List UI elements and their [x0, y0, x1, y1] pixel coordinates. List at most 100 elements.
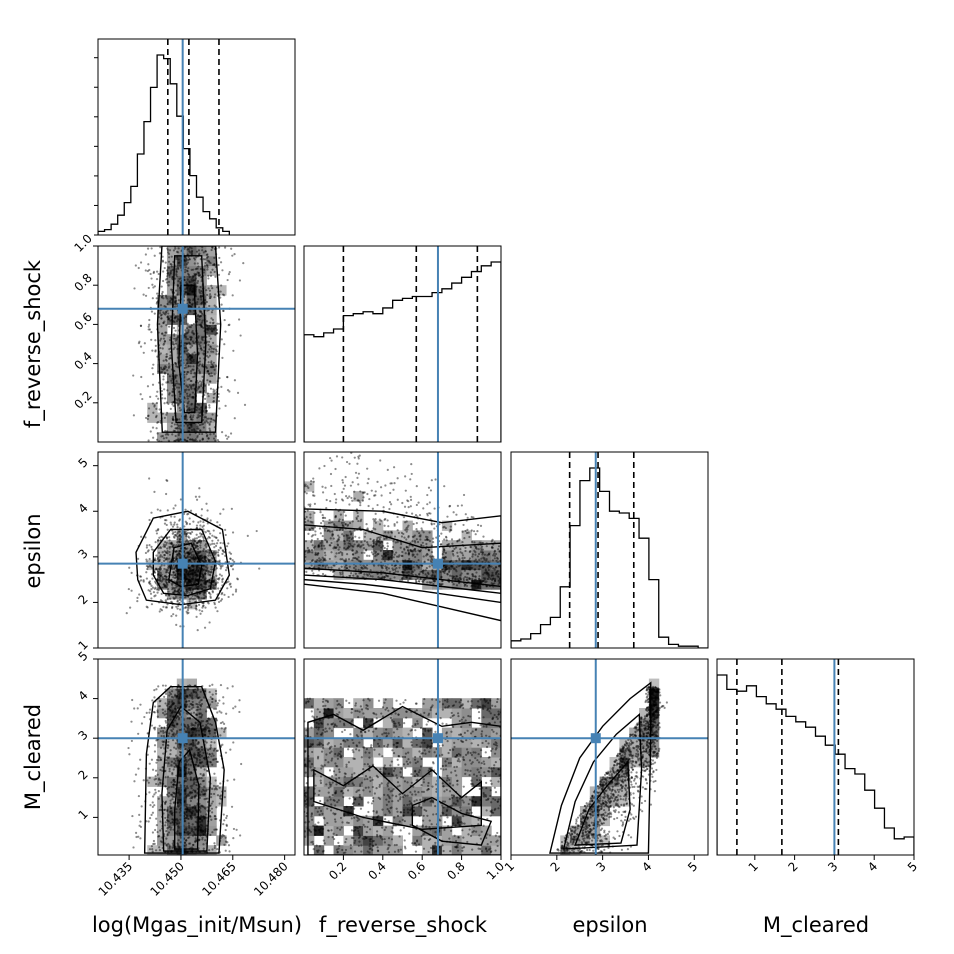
sample-point [187, 540, 190, 544]
sample-point [155, 588, 159, 591]
sample-point [342, 525, 345, 528]
sample-point [179, 438, 182, 441]
density-cell [206, 806, 217, 817]
sample-point [174, 566, 178, 569]
sample-point [192, 397, 195, 400]
sample-point [178, 261, 181, 264]
sample-point [212, 584, 215, 587]
sample-point [211, 330, 214, 333]
sample-point [174, 565, 177, 568]
sample-point [200, 348, 203, 352]
sample-point [160, 317, 163, 320]
sample-point [492, 554, 495, 557]
sample-point [341, 552, 344, 555]
sample-point [212, 551, 215, 554]
sample-point [374, 512, 377, 515]
sample-point [175, 320, 179, 323]
sample-point [321, 572, 325, 576]
sample-point [161, 347, 164, 350]
sample-point [380, 566, 383, 569]
sample-point [213, 373, 216, 376]
sample-point [195, 256, 198, 259]
sample-point [473, 549, 476, 552]
sample-point [370, 489, 373, 492]
hist-panel-frs [303, 245, 502, 443]
sample-point [217, 539, 220, 542]
sample-point [173, 589, 176, 593]
sample-point [462, 567, 465, 570]
sample-point [167, 734, 170, 738]
sample-point [496, 569, 499, 573]
sample-point [165, 436, 168, 439]
density-cell [412, 559, 423, 571]
sample-point [339, 513, 342, 516]
sample-point [191, 573, 194, 576]
sample-point [329, 537, 332, 540]
sample-point [410, 463, 413, 466]
sample-point [469, 546, 472, 549]
sample-point [382, 506, 385, 509]
sample-point [160, 295, 163, 298]
sample-point [225, 566, 228, 569]
sample-point [203, 582, 207, 585]
sample-point [199, 540, 203, 543]
sample-point [373, 519, 376, 522]
sample-point [442, 526, 445, 529]
sample-point [381, 556, 385, 559]
sample-point [174, 584, 177, 587]
sample-point [178, 588, 181, 591]
sample-point [209, 271, 212, 274]
sample-point [179, 527, 182, 530]
sample-point [176, 599, 179, 602]
sample-point [214, 324, 217, 327]
sample-point [467, 531, 470, 534]
sample-point [156, 270, 159, 273]
sample-point [234, 588, 238, 591]
sample-point [216, 322, 219, 325]
sample-point [451, 565, 454, 568]
sample-point [197, 521, 200, 524]
sample-point [369, 569, 372, 572]
sample-point [184, 291, 187, 294]
sample-point [186, 298, 189, 302]
sample-point [344, 559, 347, 563]
sample-point [154, 541, 157, 544]
sample-point [206, 266, 209, 269]
sample-point [190, 336, 193, 339]
sample-point [191, 290, 194, 294]
sample-point [220, 430, 224, 434]
sample-point [380, 565, 383, 568]
sample-point [354, 471, 358, 474]
sample-point [190, 418, 193, 421]
sample-point [379, 540, 382, 543]
sample-point [409, 498, 413, 501]
sample-point [150, 545, 153, 548]
sample-point [190, 356, 193, 360]
sample-point [474, 575, 477, 578]
sample-point [177, 572, 181, 575]
sample-point [213, 758, 216, 761]
density-cell [353, 550, 364, 561]
sample-point [391, 550, 394, 553]
density-cell [216, 835, 227, 846]
sample-point [178, 519, 181, 522]
sample-point [163, 397, 167, 400]
sample-point [214, 544, 218, 547]
sample-point [173, 316, 177, 319]
sample-point [207, 274, 210, 278]
sample-point [213, 581, 216, 584]
sample-point [150, 330, 153, 334]
sample-point [313, 566, 316, 569]
sample-point [210, 360, 213, 363]
sample-point [179, 438, 182, 441]
sample-point [430, 574, 433, 577]
sample-point [162, 270, 165, 273]
sample-point [210, 571, 213, 574]
sample-point [157, 573, 160, 576]
sample-point [212, 432, 215, 435]
sample-point [174, 558, 178, 561]
sample-point [188, 579, 191, 582]
sample-point [313, 511, 316, 515]
sample-point [484, 581, 487, 584]
sample-point [223, 294, 226, 297]
